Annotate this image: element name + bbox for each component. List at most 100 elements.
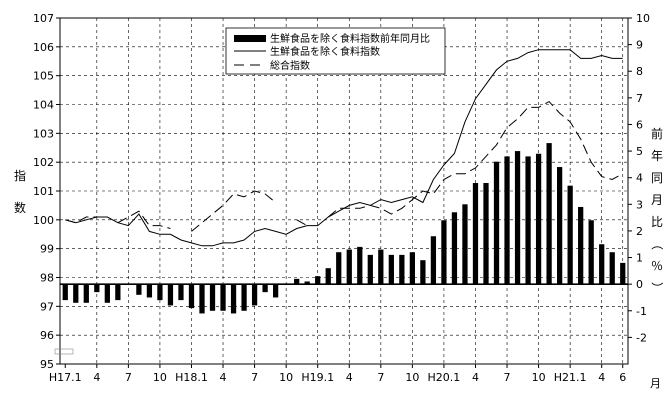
bar <box>472 183 479 285</box>
bar <box>136 284 142 295</box>
x-tick-label: 7 <box>504 371 511 384</box>
bar <box>609 252 615 285</box>
y-right-tick-label: -1 <box>636 305 647 318</box>
y-right-tick-label: 5 <box>636 145 643 158</box>
bar <box>209 284 216 311</box>
legend: 生鮮食品を除く食料指数前年同月比 生鮮食品を除く食料指数 総合指数 <box>225 27 446 75</box>
y-right-tick-label: 4 <box>636 172 643 185</box>
x-tick-label: H17.1 <box>49 371 82 384</box>
y-left-tick-label: 102 <box>33 156 54 169</box>
y-right-tick-label: 1 <box>636 252 643 265</box>
bar <box>441 220 447 285</box>
bar <box>230 284 237 314</box>
y-left-tick-label: 96 <box>40 329 54 342</box>
y-right-tick-label: 9 <box>636 39 643 52</box>
bar <box>357 246 363 285</box>
bar <box>315 276 321 285</box>
bar <box>367 254 373 285</box>
x-tick-label: 7 <box>377 371 384 384</box>
x-tick-label: H20.1 <box>428 371 461 384</box>
legend-label-solid: 生鮮食品を除く食料指数 <box>270 45 380 58</box>
x-tick-label: 7 <box>251 371 258 384</box>
y-left-tick-label: 98 <box>40 272 54 285</box>
x-tick-label: 10 <box>405 371 419 384</box>
y-right-tick-label: 6 <box>636 118 643 131</box>
bar <box>578 206 584 285</box>
bar <box>304 281 310 285</box>
y-right-tick-label: 10 <box>636 12 650 25</box>
legend-label-bar: 生鮮食品を除く食料指数前年同月比 <box>270 32 430 45</box>
x-tick-label: 4 <box>598 371 605 384</box>
bar <box>73 284 79 303</box>
bar <box>188 284 195 309</box>
left-axis-title: 指 数 <box>14 168 26 215</box>
bar <box>294 278 300 285</box>
bar <box>178 284 184 301</box>
x-tick-label: 4 <box>472 371 479 384</box>
axes: 9596979899100101102103104105106107-2-101… <box>33 12 650 384</box>
line-series <box>65 49 623 247</box>
right-axis-title: 前年同月比 （ ％ ） <box>650 126 664 294</box>
ylabel-right-char: 同 <box>651 171 663 185</box>
ylabel-right-char: ） <box>650 282 664 294</box>
bar <box>620 262 626 285</box>
bar <box>483 183 489 285</box>
bar <box>493 161 500 285</box>
bar <box>157 284 163 301</box>
bar-series <box>62 143 626 314</box>
y-left-tick-label: 103 <box>33 127 54 140</box>
ylabel-right-char: 年 <box>651 149 663 163</box>
y-left-tick-label: 100 <box>33 214 54 227</box>
legend-bar-swatch <box>234 35 266 42</box>
ylabel-right-char: 月 <box>651 193 663 207</box>
y-right-tick-label: 0 <box>636 278 643 291</box>
bar <box>94 284 100 293</box>
plot-frame <box>59 17 629 365</box>
bar <box>588 220 594 285</box>
y-left-tick-label: 95 <box>40 358 54 371</box>
y-left-tick-label: 99 <box>40 243 54 256</box>
bar <box>599 244 605 285</box>
y-right-tick-label: 8 <box>636 65 643 78</box>
bar <box>504 156 510 285</box>
x-tick-label: 4 <box>93 371 100 384</box>
bar <box>546 143 552 285</box>
bar <box>525 156 531 285</box>
bar <box>409 252 415 285</box>
ylabel-right-char: ％ <box>651 259 663 273</box>
ylabel-left-char: 指 <box>14 168 26 183</box>
y-left-tick-label: 97 <box>40 300 54 313</box>
ylabel-right-char: （ <box>650 238 664 250</box>
x-tick-label: 10 <box>532 371 546 384</box>
bar <box>104 284 110 303</box>
x-tick-label: 4 <box>220 371 227 384</box>
bar <box>336 252 342 285</box>
x-tick-label: 4 <box>346 371 353 384</box>
x-tick-label: H19.1 <box>301 371 334 384</box>
ylabel-right-char: 前 <box>651 126 663 141</box>
bar <box>325 268 331 285</box>
bar <box>399 254 405 285</box>
x-tick-label: 7 <box>125 371 132 384</box>
bar <box>535 153 542 285</box>
bar <box>557 167 563 285</box>
legend-hint-mark <box>54 348 74 355</box>
y-left-tick-label: 105 <box>33 70 54 83</box>
bar <box>241 284 247 311</box>
bar <box>83 284 89 303</box>
bar <box>251 284 258 306</box>
y-right-tick-label: 7 <box>636 92 643 105</box>
ylabel-right-char: 比 <box>651 215 663 229</box>
bar <box>346 249 352 285</box>
ylabel-left-char: 数 <box>14 200 26 215</box>
x-tick-label: H18.1 <box>175 371 208 384</box>
bar <box>378 249 384 285</box>
y-left-tick-label: 101 <box>33 185 54 198</box>
x-tick-label: 10 <box>279 371 293 384</box>
x-tick-label: 10 <box>153 371 167 384</box>
bar <box>420 260 426 285</box>
bar <box>62 284 68 301</box>
y-left-tick-label: 106 <box>33 41 54 54</box>
